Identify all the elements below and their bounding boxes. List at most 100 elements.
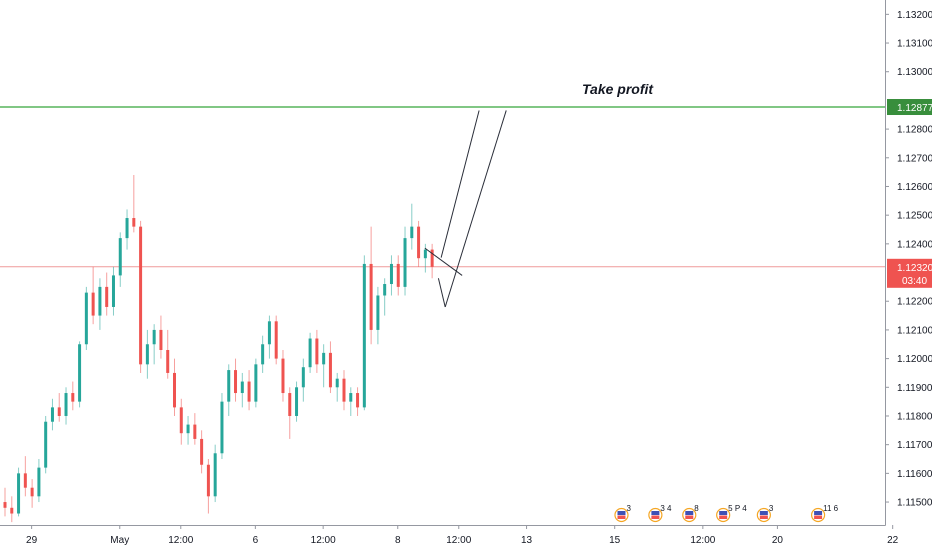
economic-events[interactable]: 3 3 4 8 5 P 4 3 11 6 xyxy=(614,504,839,523)
candle-body xyxy=(423,249,427,259)
candle-body xyxy=(328,352,332,388)
candle-body xyxy=(396,263,400,287)
trend-drawing-line[interactable] xyxy=(440,110,480,258)
flag-stripe-icon xyxy=(719,515,728,519)
candle-body xyxy=(322,352,326,365)
event-count-label: 8 xyxy=(694,504,699,513)
candle-body xyxy=(91,292,95,316)
flag-stripe-icon xyxy=(759,515,768,519)
x-tick-label: 20 xyxy=(772,535,784,546)
y-tick-label: 1.12800 xyxy=(897,125,932,136)
candle-body xyxy=(125,218,129,239)
candle-body xyxy=(410,226,414,239)
candles xyxy=(3,175,434,523)
candle-body xyxy=(10,507,14,514)
candle-body xyxy=(389,263,393,285)
y-tick-label: 1.12400 xyxy=(897,239,932,250)
candle-body xyxy=(227,370,231,402)
candle-body xyxy=(220,401,224,454)
last-price-badge-label: 1.12320 xyxy=(897,263,932,274)
candle-body xyxy=(274,321,278,359)
candle-body xyxy=(30,487,34,497)
candle-body xyxy=(132,218,136,227)
event-count-label: 3 4 xyxy=(660,504,672,513)
y-tick-label: 1.12100 xyxy=(897,325,932,336)
candle-body xyxy=(254,364,258,402)
candle-body xyxy=(206,464,210,497)
flag-stripe-icon xyxy=(685,515,694,519)
price-axis[interactable]: 1.11500 1.11600 1.11700 1.11800 1.11900 1.120… xyxy=(885,0,932,526)
candle-body xyxy=(301,367,305,388)
candle-body xyxy=(342,378,346,402)
event-count-label: 3 xyxy=(769,504,774,513)
candle-body xyxy=(240,381,244,394)
x-tick-label: 6 xyxy=(253,535,259,546)
x-tick-label: May xyxy=(110,535,129,546)
candle-body xyxy=(213,453,217,497)
candle-body xyxy=(71,393,75,402)
candle-body xyxy=(383,284,387,296)
candle-body xyxy=(152,329,156,345)
candle-body xyxy=(281,358,285,394)
y-tick-label: 1.12200 xyxy=(897,297,932,308)
event-count-label: 5 P 4 xyxy=(728,504,747,513)
y-tick-label: 1.13100 xyxy=(897,39,932,50)
flag-stripe-icon xyxy=(617,515,626,519)
candle-body xyxy=(295,387,299,416)
take-profit-badge xyxy=(887,99,932,116)
candle-body xyxy=(234,370,238,394)
trend-drawing-line[interactable] xyxy=(437,278,446,308)
candle-body xyxy=(78,344,82,402)
candle-body xyxy=(98,286,102,316)
candle-body xyxy=(356,393,360,408)
candle-body xyxy=(200,438,204,465)
flag-stripe-icon xyxy=(814,515,823,519)
candle-body xyxy=(403,238,407,287)
candle-body xyxy=(17,473,21,514)
candle-body xyxy=(118,238,122,276)
flag-stripe-icon xyxy=(685,511,694,515)
price-lines xyxy=(0,106,885,268)
candle-body xyxy=(417,226,421,259)
flag-stripe-icon xyxy=(617,511,626,515)
x-tick-label: 12:00 xyxy=(311,535,336,546)
take-profit-annotation[interactable]: Take profit xyxy=(582,81,654,97)
x-tick-label: 12:00 xyxy=(446,535,471,546)
candle-body xyxy=(376,295,380,330)
candle-body xyxy=(247,381,251,402)
event-count-label: 11 6 xyxy=(823,504,839,513)
candle-body xyxy=(159,329,163,350)
x-tick-label: 12:00 xyxy=(690,535,715,546)
flag-stripe-icon xyxy=(651,515,660,519)
flag-stripe-icon xyxy=(719,511,728,515)
candle-body xyxy=(37,467,41,497)
y-tick-label: 1.13000 xyxy=(897,67,932,78)
candle-body xyxy=(64,393,68,416)
drawing-tools[interactable] xyxy=(424,110,507,308)
time-axis[interactable]: 29 May 12:00 6 12:00 8 12:00 13 15 12:00 20 22 xyxy=(0,525,899,546)
y-tick-label: 1.11700 xyxy=(897,440,932,451)
candle-body xyxy=(349,393,353,402)
candle-body xyxy=(430,249,434,267)
event-count-label: 3 xyxy=(626,504,631,513)
candle-body xyxy=(362,263,366,408)
candle-body xyxy=(44,421,48,468)
y-tick-label: 1.11900 xyxy=(897,383,932,394)
candle-body xyxy=(179,407,183,434)
candle-body xyxy=(288,393,292,416)
trend-drawing-line[interactable] xyxy=(444,110,507,308)
x-tick-label: 29 xyxy=(26,535,38,546)
candle-body xyxy=(193,424,197,439)
y-tick-label: 1.11800 xyxy=(897,411,932,422)
candle-body xyxy=(173,372,176,408)
candle-body xyxy=(23,473,27,488)
candle-body xyxy=(308,338,312,368)
candle-body xyxy=(105,286,109,307)
y-tick-label: 1.12700 xyxy=(897,153,932,164)
candle-body xyxy=(315,338,319,365)
candle-body xyxy=(261,344,265,365)
x-tick-label: 15 xyxy=(609,535,621,546)
bar-countdown-label: 03:40 xyxy=(902,276,927,287)
